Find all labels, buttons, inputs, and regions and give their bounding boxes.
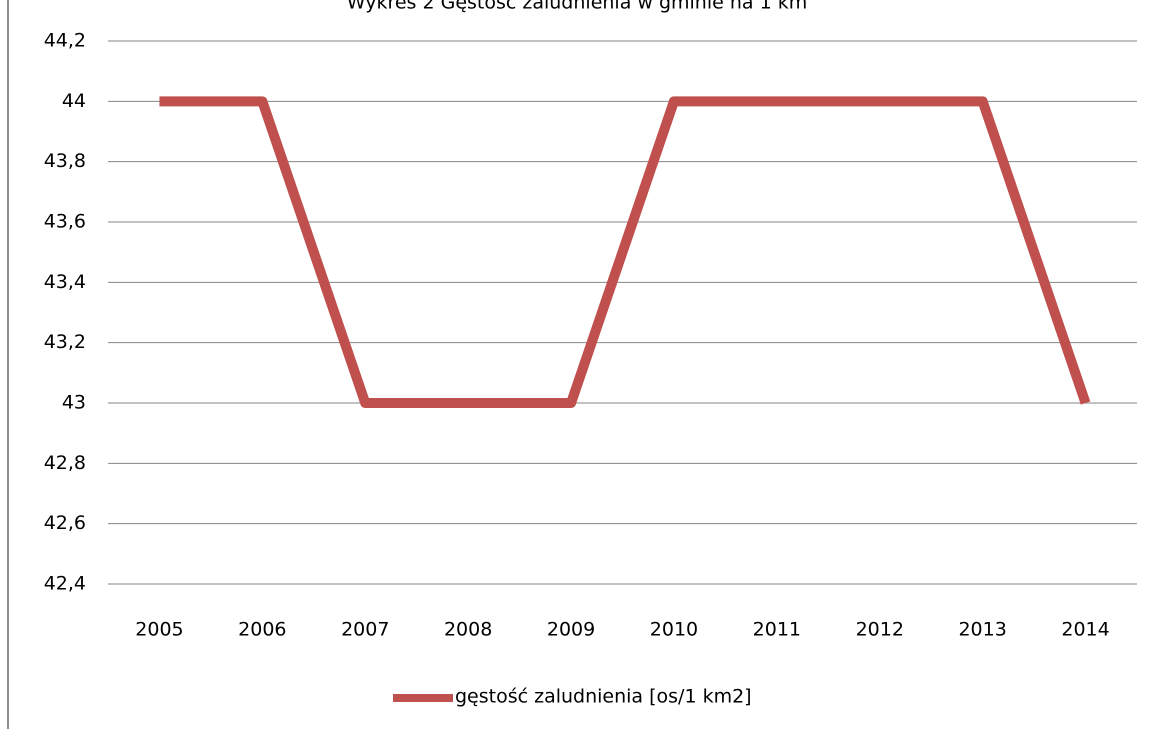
y-tick-label: 43,2 xyxy=(44,331,86,353)
y-tick-label: 44,2 xyxy=(44,30,86,52)
x-tick-label: 2010 xyxy=(650,619,698,641)
x-tick-label: 2006 xyxy=(238,619,286,641)
x-tick-label: 2005 xyxy=(135,619,183,641)
x-tick-label: 2007 xyxy=(341,619,389,641)
x-tick-label: 2008 xyxy=(444,619,492,641)
y-tick-label: 43,8 xyxy=(44,150,86,172)
data-line xyxy=(159,96,1091,408)
x-tick-label: 2013 xyxy=(958,619,1006,641)
legend-label: gęstość zaludnienia [os/1 km2] xyxy=(455,686,752,708)
y-tick-label: 43,4 xyxy=(44,271,86,293)
x-tick-label: 2012 xyxy=(856,619,904,641)
x-tick-label: 2014 xyxy=(1061,619,1109,641)
y-tick-label: 43 xyxy=(62,392,86,414)
y-tick-label: 42,6 xyxy=(44,512,86,534)
x-tick-label: 2009 xyxy=(547,619,595,641)
x-tick-label: 2011 xyxy=(753,619,801,641)
chart-title: Wykres 2 Gęstość zaludnienia w gminie na… xyxy=(347,0,807,14)
y-tick-label: 42,4 xyxy=(44,573,86,595)
y-tick-label: 43,6 xyxy=(44,211,86,233)
y-tick-label: 42,8 xyxy=(44,452,86,474)
y-tick-label: 44 xyxy=(62,90,86,112)
